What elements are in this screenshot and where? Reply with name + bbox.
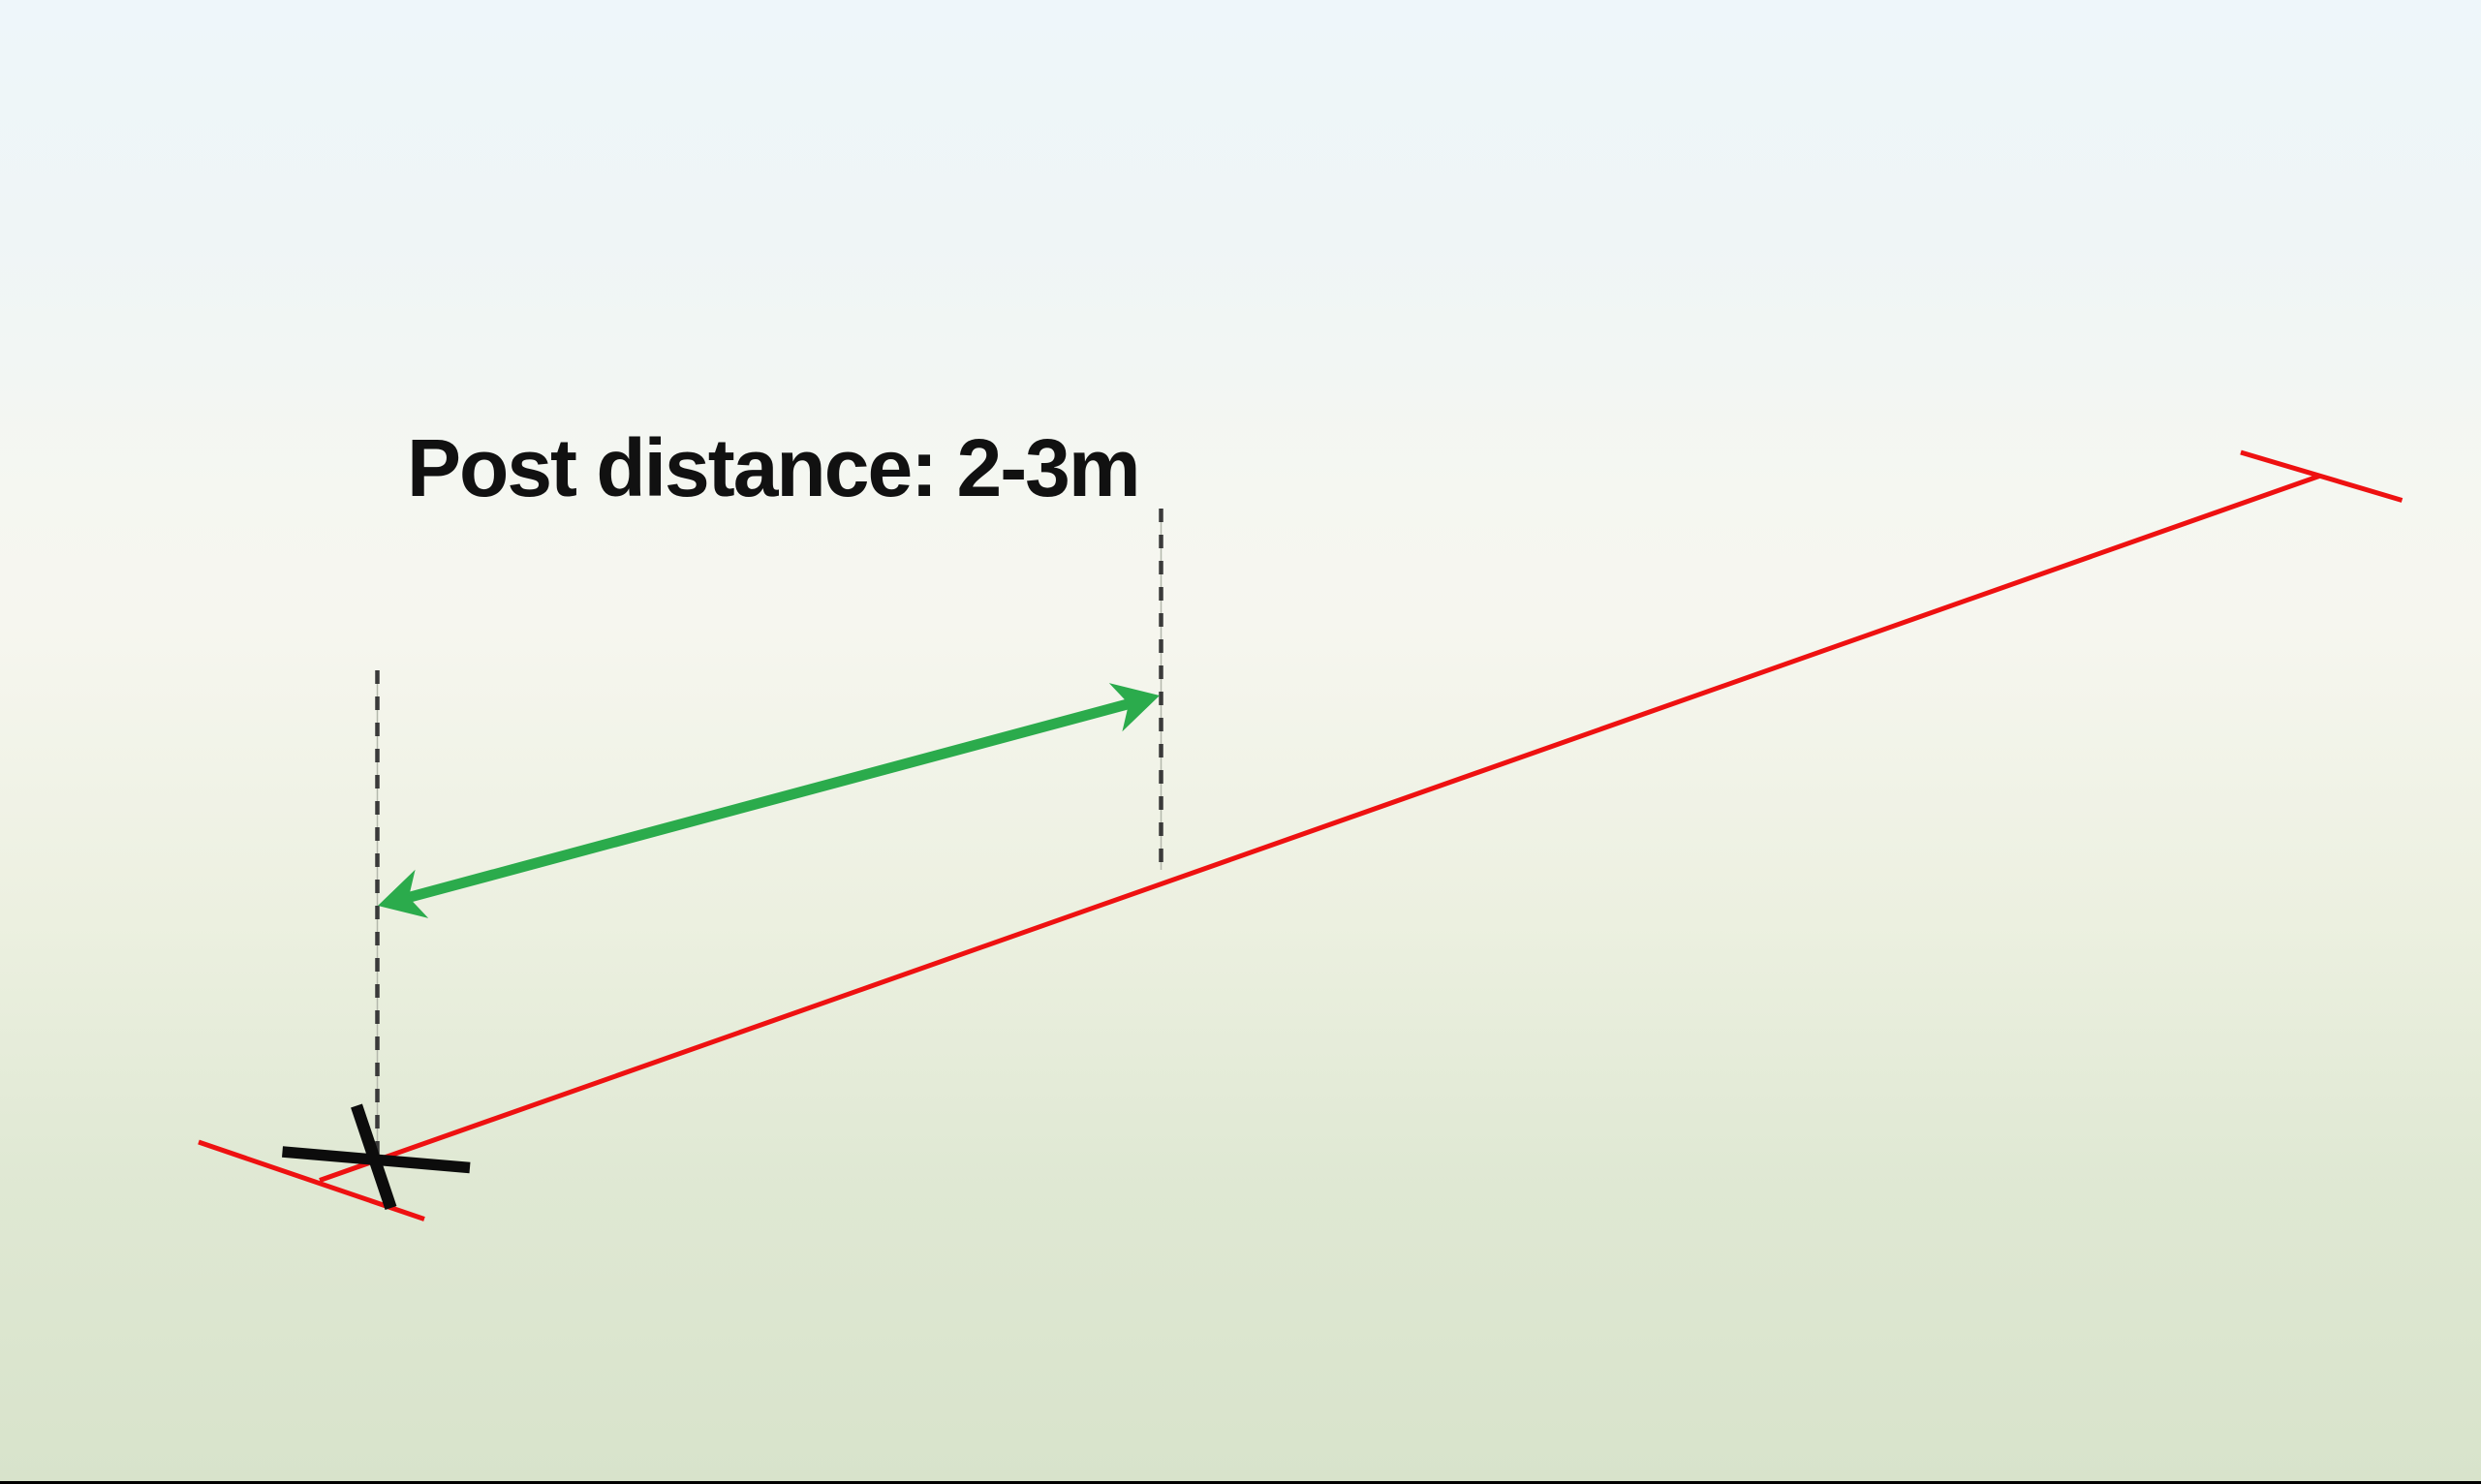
post-marker-x	[282, 1103, 471, 1210]
string-line-end-tick-right	[2240, 449, 2403, 503]
distance-arrow-head-left-icon	[378, 869, 429, 918]
distance-arrow-shaft	[401, 696, 1135, 905]
distance-arrow	[378, 683, 1160, 918]
string-line	[198, 449, 2403, 1221]
post-marker-x-stroke-flat	[282, 1146, 471, 1174]
post-distance-label: Post distance: 2-3m	[407, 422, 1141, 513]
bottom-letterbox-strip	[0, 1481, 2481, 1484]
distance-arrow-head-right-icon	[1108, 683, 1160, 732]
string-line-main	[319, 474, 2320, 1183]
